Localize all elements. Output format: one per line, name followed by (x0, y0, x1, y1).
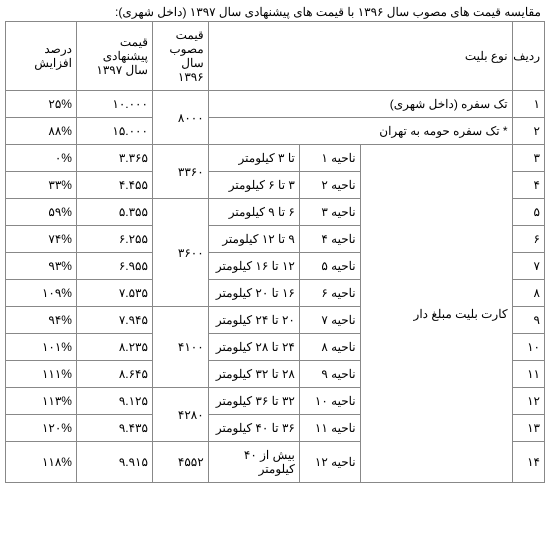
price-table: ردیف نوع بلیت قیمت مصوب سال ۱۳۹۶ قیمت پی… (5, 21, 545, 483)
cell-num: ۲ (512, 118, 544, 145)
cell-type: تک سفره (داخل شهری) (208, 91, 512, 118)
cell-inc: ۱۰۹% (6, 280, 77, 307)
cell-range: ۱۶ تا ۲۰ کیلومتر (208, 280, 299, 307)
cell-num: ۷ (512, 253, 544, 280)
cell-inc: ۲۵% (6, 91, 77, 118)
table-row: ۳ کارت بلیت مبلغ دار ناحیه ۱ تا ۳ کیلومت… (6, 145, 545, 172)
cell-p97: ۱۵.۰۰۰ (76, 118, 152, 145)
cell-num: ۱۱ (512, 361, 544, 388)
cell-p96: ۴۱۰۰ (152, 307, 208, 388)
cell-p96: ۴۵۵۲ (152, 442, 208, 483)
cell-range: ۹ تا ۱۲ کیلومتر (208, 226, 299, 253)
cell-inc: ۱۲۰% (6, 415, 77, 442)
cell-range: ۲۴ تا ۲۸ کیلومتر (208, 334, 299, 361)
cell-inc: ۹۴% (6, 307, 77, 334)
cell-p97: ۶.۲۵۵ (76, 226, 152, 253)
cell-p97: ۶.۹۵۵ (76, 253, 152, 280)
cell-inc: ۳۳% (6, 172, 77, 199)
cell-p97: ۹.۴۳۵ (76, 415, 152, 442)
cell-range: ۱۲ تا ۱۶ کیلومتر (208, 253, 299, 280)
cell-p97: ۳.۳۶۵ (76, 145, 152, 172)
cell-num: ۱ (512, 91, 544, 118)
cell-range: ۲۰ تا ۲۴ کیلومتر (208, 307, 299, 334)
hdr-p97: قیمت پیشنهادی سال ۱۳۹۷ (76, 22, 152, 91)
cell-inc: ۵۹% (6, 199, 77, 226)
cell-inc: ۱۱۸% (6, 442, 77, 483)
cell-num: ۴ (512, 172, 544, 199)
cell-num: ۳ (512, 145, 544, 172)
cell-num: ۶ (512, 226, 544, 253)
cell-type: * تک سفره حومه به تهران (208, 118, 512, 145)
cell-num: ۹ (512, 307, 544, 334)
cell-p96: ۳۶۰۰ (152, 199, 208, 307)
cell-zone: ناحیه ۵ (299, 253, 360, 280)
cell-p97: ۸.۶۴۵ (76, 361, 152, 388)
cell-zone: ناحیه ۴ (299, 226, 360, 253)
cell-p97: ۹.۹۱۵ (76, 442, 152, 483)
cell-inc: ۸۸% (6, 118, 77, 145)
cell-range: ۲۸ تا ۳۲ کیلومتر (208, 361, 299, 388)
cell-zone: ناحیه ۲ (299, 172, 360, 199)
cell-inc: ۱۰۱% (6, 334, 77, 361)
cell-p97: ۵.۳۵۵ (76, 199, 152, 226)
cell-p96: ۸۰۰۰ (152, 91, 208, 145)
cell-num: ۱۰ (512, 334, 544, 361)
cell-num: ۱۲ (512, 388, 544, 415)
hdr-inc: درصد افزایش (6, 22, 77, 91)
cell-num: ۱۳ (512, 415, 544, 442)
hdr-row: ردیف (512, 22, 544, 91)
cell-p97: ۹.۱۲۵ (76, 388, 152, 415)
cell-num: ۸ (512, 280, 544, 307)
cell-inc: ۰% (6, 145, 77, 172)
cell-num: ۱۴ (512, 442, 544, 483)
cell-inc: ۹۳% (6, 253, 77, 280)
page-title: مقایسه قیمت های مصوب سال ۱۳۹۶ با قیمت ها… (5, 5, 545, 19)
cell-range: بیش از ۴۰ کیلومتر (208, 442, 299, 483)
hdr-p96: قیمت مصوب سال ۱۳۹۶ (152, 22, 208, 91)
cell-zone: ناحیه ۷ (299, 307, 360, 334)
cell-zone: ناحیه ۱ (299, 145, 360, 172)
cell-zone: ناحیه ۱۱ (299, 415, 360, 442)
cell-range: ۶ تا ۹ کیلومتر (208, 199, 299, 226)
cell-p97: ۱۰.۰۰۰ (76, 91, 152, 118)
cell-inc: ۷۴% (6, 226, 77, 253)
header-row: ردیف نوع بلیت قیمت مصوب سال ۱۳۹۶ قیمت پی… (6, 22, 545, 91)
cell-inc: ۱۱۱% (6, 361, 77, 388)
cell-range: ۳۶ تا ۴۰ کیلومتر (208, 415, 299, 442)
cell-p97: ۷.۵۳۵ (76, 280, 152, 307)
table-row: ۱ تک سفره (داخل شهری) ۸۰۰۰ ۱۰.۰۰۰ ۲۵% (6, 91, 545, 118)
cell-zone: ناحیه ۸ (299, 334, 360, 361)
cell-zone: ناحیه ۳ (299, 199, 360, 226)
cell-p96: ۴۲۸۰ (152, 388, 208, 442)
cell-zone: ناحیه ۹ (299, 361, 360, 388)
table-row: ۲ * تک سفره حومه به تهران ۱۵.۰۰۰ ۸۸% (6, 118, 545, 145)
cell-p97: ۷.۹۴۵ (76, 307, 152, 334)
cell-zone: ناحیه ۶ (299, 280, 360, 307)
cell-group: کارت بلیت مبلغ دار (360, 145, 512, 483)
cell-inc: ۱۱۳% (6, 388, 77, 415)
cell-range: ۳۲ تا ۳۶ کیلومتر (208, 388, 299, 415)
cell-range: تا ۳ کیلومتر (208, 145, 299, 172)
hdr-type: نوع بلیت (208, 22, 512, 91)
cell-p96: ۳۳۶۰ (152, 145, 208, 199)
cell-p97: ۸.۲۳۵ (76, 334, 152, 361)
cell-zone: ناحیه ۱۰ (299, 388, 360, 415)
cell-p97: ۴.۴۵۵ (76, 172, 152, 199)
cell-range: ۳ تا ۶ کیلومتر (208, 172, 299, 199)
cell-num: ۵ (512, 199, 544, 226)
cell-zone: ناحیه ۱۲ (299, 442, 360, 483)
